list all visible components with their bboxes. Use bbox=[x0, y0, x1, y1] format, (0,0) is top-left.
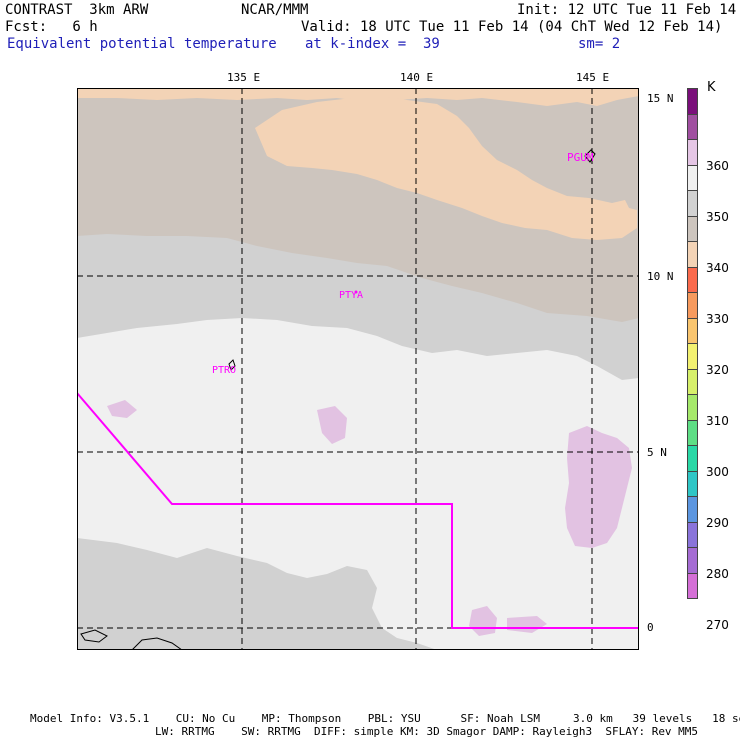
map-frame bbox=[77, 88, 639, 650]
lat-label-15n: 15 N bbox=[647, 92, 674, 105]
colorbar-unit: K bbox=[707, 80, 716, 95]
colorbar-cell bbox=[687, 343, 698, 370]
lat-label-5n: 5 N bbox=[647, 446, 667, 459]
colorbar-cell bbox=[687, 445, 698, 472]
field-name: Equivalent potential temperature bbox=[7, 36, 277, 52]
lon-label-135: 135 E bbox=[227, 71, 261, 84]
colorbar-cell bbox=[687, 572, 698, 599]
lon-label-140: 140 E bbox=[400, 71, 434, 84]
field-355k-center bbox=[317, 406, 347, 444]
smoothing-label: sm= 2 bbox=[578, 36, 621, 52]
theta-e-map bbox=[77, 88, 639, 650]
colorbar-label-270: 270 bbox=[706, 618, 729, 632]
colorbar-cell bbox=[687, 496, 698, 523]
colorbar-label-290: 290 bbox=[706, 516, 729, 530]
colorbar-cell bbox=[687, 521, 698, 548]
colorbar-label-280: 280 bbox=[706, 567, 729, 581]
colorbar-label-320: 320 bbox=[706, 363, 729, 377]
station-pgum: PGUM bbox=[567, 151, 594, 164]
model-info-line1: Model Info: V3.5.1 CU: No Cu MP: Thompso… bbox=[30, 712, 740, 725]
colorbar-cell bbox=[687, 470, 698, 497]
field-340k-top bbox=[77, 88, 639, 106]
center-label: NCAR/MMM bbox=[241, 2, 309, 18]
colorbar-cell bbox=[687, 190, 698, 217]
model-info-line2: LW: RRTMG SW: RRTMG DIFF: simple KM: 3D … bbox=[155, 725, 699, 738]
field-355k-west bbox=[107, 400, 137, 418]
colorbar-cell bbox=[687, 215, 698, 242]
init-time: Init: 12 UTC Tue 11 Feb 14 bbox=[517, 2, 737, 18]
colorbar-cell bbox=[687, 113, 698, 140]
forecast-hour: Fcst: 6 h bbox=[5, 19, 98, 35]
colorbar-label-310: 310 bbox=[706, 414, 729, 428]
colorbar-cell bbox=[687, 164, 698, 191]
field-355k-east bbox=[565, 426, 632, 548]
colorbar-cell bbox=[687, 394, 698, 421]
field-345k bbox=[77, 88, 639, 322]
colorbar-cell bbox=[687, 292, 698, 319]
graticule bbox=[77, 88, 639, 650]
colorbar-label-360: 360 bbox=[706, 159, 729, 173]
colorbar-label-350: 350 bbox=[706, 210, 729, 224]
field-340k-guam bbox=[255, 96, 637, 240]
colorbar-label-340: 340 bbox=[706, 261, 729, 275]
colorbar-cell bbox=[687, 419, 698, 446]
palau-island bbox=[228, 359, 236, 371]
colorbar-cell bbox=[687, 139, 698, 166]
colorbar-cell bbox=[687, 266, 698, 293]
level-label: at k-index = 39 bbox=[305, 36, 440, 52]
colorbar-label-300: 300 bbox=[706, 465, 729, 479]
colorbar-cell bbox=[687, 88, 698, 115]
station-marker-ptya bbox=[354, 290, 358, 294]
valid-time: Valid: 18 UTC Tue 11 Feb 14 (04 ChT Wed … bbox=[301, 19, 723, 35]
station-ptro: PTRO bbox=[212, 365, 237, 376]
coastline-south bbox=[131, 637, 183, 650]
guam-island bbox=[584, 149, 596, 163]
lat-label-0: 0 bbox=[647, 621, 654, 634]
island-outline-sw bbox=[80, 629, 108, 643]
colorbar-cell bbox=[687, 547, 698, 574]
colorbar-label-330: 330 bbox=[706, 312, 729, 326]
lat-label-10n: 10 N bbox=[647, 270, 674, 283]
colorbar-cell bbox=[687, 368, 698, 395]
field-350k-south bbox=[77, 538, 437, 650]
model-title: CONTRAST 3km ARW bbox=[5, 2, 149, 18]
station-ptya: PTYA bbox=[339, 290, 364, 301]
boundary-line bbox=[77, 392, 639, 629]
colorbar-cell bbox=[687, 317, 698, 344]
lon-label-145: 145 E bbox=[576, 71, 610, 84]
colorbar-cell bbox=[687, 241, 698, 268]
